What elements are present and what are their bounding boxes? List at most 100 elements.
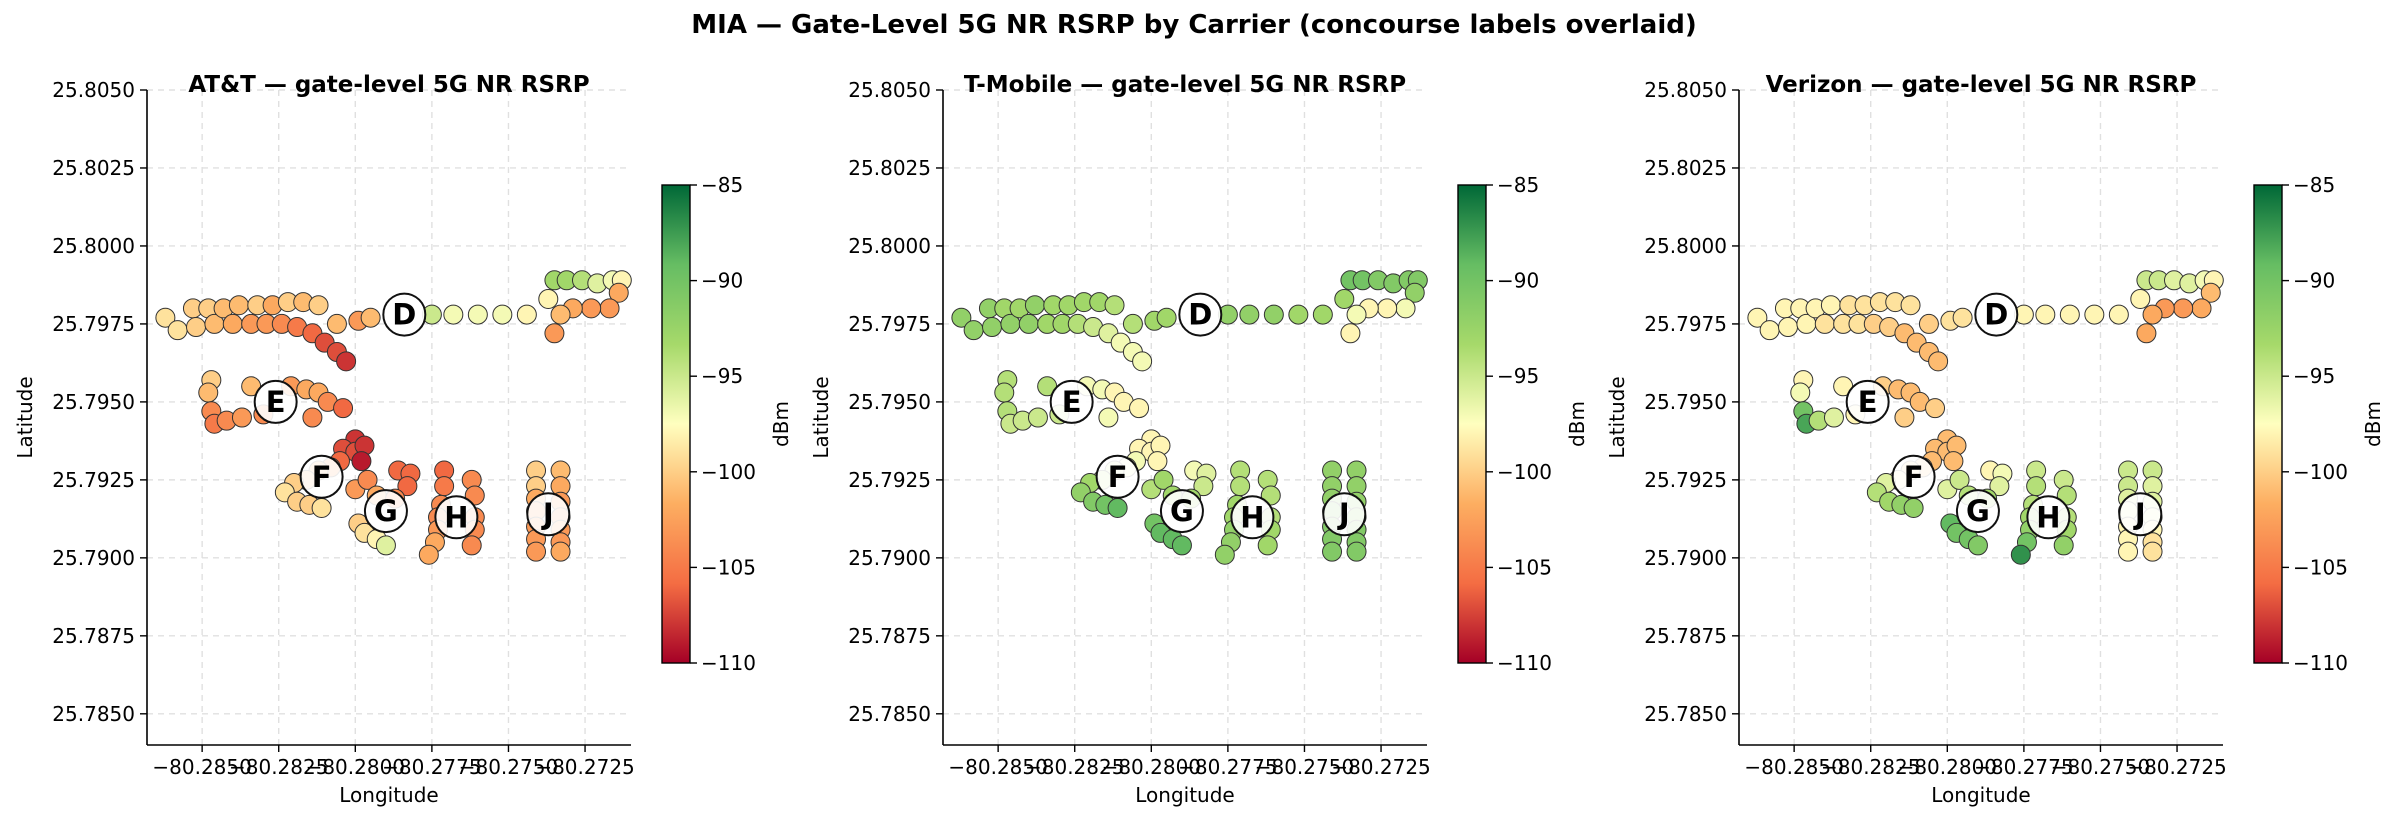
data-point — [1193, 476, 1214, 497]
x-axis-label: Longitude — [1135, 783, 1234, 807]
data-point — [2136, 323, 2157, 344]
data-point — [1790, 382, 1811, 403]
data-point — [1903, 497, 1924, 518]
colorbar-tick-label: −90 — [2293, 269, 2335, 293]
data-point — [155, 307, 176, 328]
data-point — [1778, 317, 1799, 338]
data-point — [1340, 323, 1361, 344]
x-tick-label: −80.2800 — [1898, 755, 1997, 779]
y-tick-label: 25.8050 — [1644, 78, 1727, 102]
data-point — [333, 398, 354, 419]
data-point — [1122, 313, 1143, 334]
data-point — [2118, 541, 2139, 562]
colorbar-tick-label: −110 — [1497, 651, 1552, 675]
colorbar-tick-label: −100 — [701, 460, 756, 484]
concourse-marker — [1974, 292, 2019, 337]
concourse-marker — [1322, 492, 1367, 537]
data-point — [2084, 304, 2105, 325]
y-tick-label: 25.7950 — [848, 390, 931, 414]
panel-title: Verizon — gate-level 5G NR RSRP — [1766, 72, 2197, 98]
concourse-label: H — [2036, 500, 2060, 534]
concourse-label: D — [392, 298, 416, 332]
y-tick-label: 25.8000 — [52, 234, 135, 258]
colorbar-tick-label: −85 — [2293, 173, 2335, 197]
data-point — [1823, 407, 1844, 428]
concourse-marker — [253, 379, 298, 424]
colorbar-tick-label: −110 — [2293, 651, 2348, 675]
concourse-label: F — [1904, 460, 1924, 494]
y-tick-label: 25.8025 — [52, 156, 135, 180]
colorbar-tick-label: −95 — [2293, 364, 2335, 388]
colorbar-tick-label: −95 — [1497, 364, 1539, 388]
data-point — [434, 476, 455, 497]
colorbar — [1457, 184, 1487, 664]
concourse-marker — [434, 495, 479, 540]
data-point — [1900, 295, 1921, 316]
data-point — [360, 307, 381, 328]
x-axis-label: Longitude — [339, 783, 438, 807]
x-tick-label: −80.2725 — [2127, 755, 2226, 779]
data-point — [2191, 298, 2212, 319]
concourse-marker — [1159, 489, 1204, 534]
data-point — [1377, 298, 1398, 319]
panel-title: AT&T — gate-level 5G NR RSRP — [188, 72, 589, 98]
data-point — [1132, 351, 1153, 372]
colorbar-label: dBm — [1565, 401, 1589, 447]
data-point — [1925, 398, 1946, 419]
data-point — [544, 323, 565, 344]
concourse-label: D — [1984, 298, 2008, 332]
data-point — [443, 304, 464, 325]
x-tick-label: −80.2800 — [1102, 755, 1201, 779]
concourse-marker — [1845, 379, 1890, 424]
y-tick-label: 25.7850 — [848, 702, 931, 726]
panel-title: T-Mobile — gate-level 5G NR RSRP — [964, 72, 1406, 98]
y-axis-label: Latitude — [1605, 376, 1629, 458]
data-point — [1395, 298, 1416, 319]
data-point — [1814, 313, 1835, 334]
data-point — [326, 313, 347, 334]
data-point — [550, 541, 571, 562]
panel-1: D E F G H J 25.7850 25.7875 25.7900 25.7925 25.795… — [13, 72, 793, 807]
data-point — [1018, 313, 1039, 334]
data-point — [461, 535, 482, 556]
data-point — [1952, 307, 1973, 328]
data-point — [1404, 282, 1425, 303]
data-point — [2010, 544, 2031, 565]
data-point — [951, 307, 972, 328]
data-point — [599, 298, 620, 319]
data-point — [1334, 288, 1355, 309]
data-point — [228, 295, 249, 316]
data-point — [1949, 469, 1970, 490]
data-point — [2200, 282, 2221, 303]
data-point — [2059, 304, 2080, 325]
x-tick-label: −80.2725 — [535, 755, 634, 779]
data-point — [2026, 476, 2047, 497]
colorbar-tick-label: −95 — [701, 364, 743, 388]
concourse-marker — [1955, 489, 2000, 534]
data-point — [1171, 535, 1192, 556]
data-point — [1312, 304, 1333, 325]
concourse-label: D — [1188, 298, 1212, 332]
concourse-label: J — [2133, 497, 2146, 531]
y-tick-label: 25.7975 — [1644, 312, 1727, 336]
x-tick-label: −80.2850 — [152, 755, 251, 779]
data-point — [357, 469, 378, 490]
data-point — [375, 535, 396, 556]
x-tick-label: −80.2825 — [1821, 755, 1920, 779]
data-point — [1759, 320, 1780, 341]
y-tick-label: 25.7925 — [848, 468, 931, 492]
concourse-marker — [363, 489, 408, 534]
concourse-label: E — [1858, 385, 1878, 419]
x-tick-label: −80.2800 — [306, 755, 405, 779]
colorbar-tick-label: −85 — [701, 173, 743, 197]
y-tick-label: 25.7875 — [1644, 624, 1727, 648]
data-point — [311, 497, 332, 518]
y-tick-label: 25.7975 — [52, 312, 135, 336]
y-tick-label: 25.7875 — [52, 624, 135, 648]
colorbar-tick-label: −90 — [701, 269, 743, 293]
y-tick-label: 25.8050 — [848, 78, 931, 102]
concourse-label: J — [1337, 497, 1350, 531]
data-point — [1098, 407, 1119, 428]
y-tick-label: 25.7850 — [1644, 702, 1727, 726]
colorbar-tick-label: −105 — [1497, 555, 1552, 579]
